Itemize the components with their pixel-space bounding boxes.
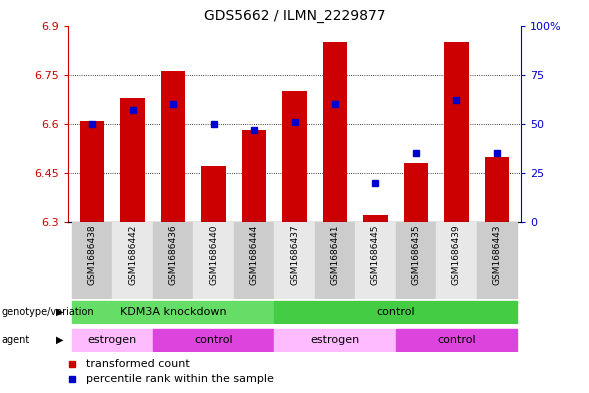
Bar — [120, 97, 145, 222]
Text: GSM1686442: GSM1686442 — [128, 224, 137, 285]
Bar — [72, 222, 112, 299]
Bar — [193, 222, 234, 299]
Bar — [72, 301, 274, 323]
Text: KDM3A knockdown: KDM3A knockdown — [120, 307, 226, 317]
Text: GSM1686441: GSM1686441 — [330, 224, 339, 285]
Text: GSM1686438: GSM1686438 — [88, 224, 97, 285]
Text: GSM1686444: GSM1686444 — [250, 224, 259, 285]
Bar — [80, 121, 104, 222]
Text: GSM1686445: GSM1686445 — [371, 224, 380, 285]
Bar — [282, 91, 307, 222]
Bar — [161, 72, 185, 222]
Bar — [404, 163, 428, 222]
Text: estrogen: estrogen — [310, 334, 360, 345]
Text: genotype/variation: genotype/variation — [1, 307, 94, 317]
Bar — [396, 329, 517, 351]
Text: ▶: ▶ — [56, 307, 64, 317]
Bar — [274, 329, 396, 351]
Text: GSM1686435: GSM1686435 — [412, 224, 421, 285]
Bar — [477, 222, 517, 299]
Text: agent: agent — [1, 334, 29, 345]
Bar — [363, 215, 388, 222]
Bar — [436, 222, 477, 299]
Text: control: control — [437, 334, 476, 345]
Bar — [323, 42, 347, 222]
Bar — [485, 156, 509, 222]
Bar — [242, 130, 266, 222]
Bar — [112, 222, 153, 299]
Text: control: control — [376, 307, 415, 317]
Text: ▶: ▶ — [56, 334, 64, 345]
Text: GSM1686436: GSM1686436 — [168, 224, 177, 285]
Bar — [153, 329, 274, 351]
Text: GSM1686439: GSM1686439 — [452, 224, 461, 285]
Text: control: control — [194, 334, 233, 345]
Text: GSM1686437: GSM1686437 — [290, 224, 299, 285]
Bar — [396, 222, 436, 299]
Text: transformed count: transformed count — [86, 358, 190, 369]
Bar — [274, 222, 315, 299]
Bar — [234, 222, 274, 299]
Title: GDS5662 / ILMN_2229877: GDS5662 / ILMN_2229877 — [204, 9, 385, 23]
Text: GSM1686443: GSM1686443 — [492, 224, 501, 285]
Bar — [444, 42, 469, 222]
Text: GSM1686440: GSM1686440 — [209, 224, 218, 285]
Bar — [153, 222, 193, 299]
Bar — [274, 301, 517, 323]
Text: percentile rank within the sample: percentile rank within the sample — [86, 374, 274, 384]
Text: estrogen: estrogen — [88, 334, 137, 345]
Bar — [315, 222, 355, 299]
Bar — [72, 329, 153, 351]
Bar — [355, 222, 396, 299]
Bar — [201, 166, 226, 222]
